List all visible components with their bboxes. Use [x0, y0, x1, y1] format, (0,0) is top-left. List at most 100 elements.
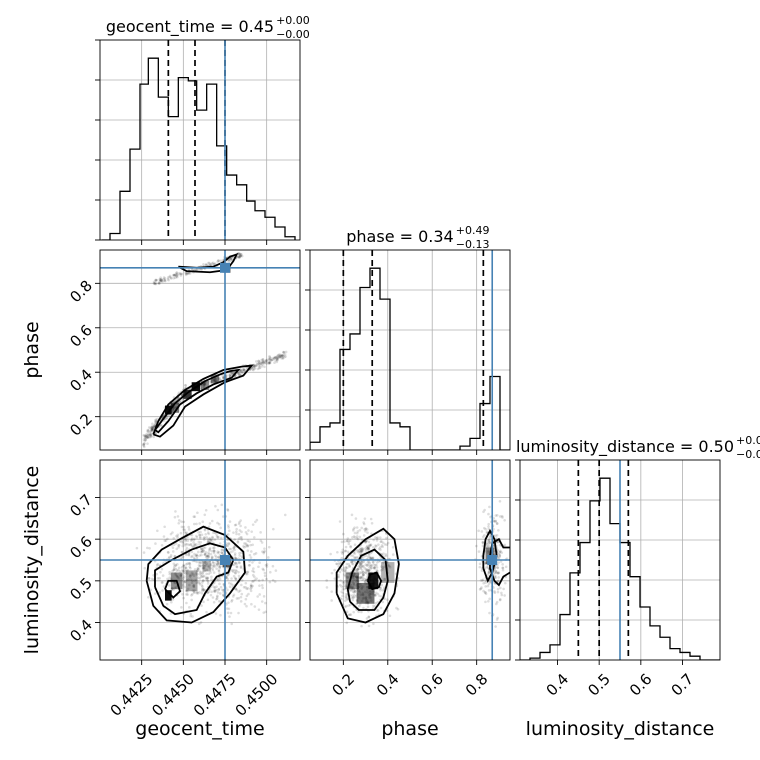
sample-point	[174, 586, 178, 589]
sample-point	[148, 433, 152, 437]
sample-point	[216, 260, 219, 263]
sample-point	[159, 423, 163, 427]
sample-point	[207, 590, 211, 594]
sample-point	[242, 545, 245, 548]
sample-point	[172, 543, 176, 547]
sample-point	[186, 587, 190, 591]
sample-point	[239, 565, 243, 568]
sample-point	[192, 522, 196, 526]
sample-point	[237, 255, 240, 259]
sample-point	[381, 545, 384, 549]
sample-point	[358, 565, 362, 569]
sample-point	[231, 550, 234, 553]
sample-point	[233, 561, 237, 565]
sample-point	[201, 520, 205, 524]
sample-point	[356, 580, 360, 583]
sample-point	[360, 561, 364, 564]
sample-point	[342, 567, 346, 570]
sample-point	[383, 597, 387, 601]
sample-point	[150, 426, 153, 429]
sample-point	[217, 555, 220, 559]
sample-point	[352, 578, 356, 581]
sample-point	[357, 565, 360, 568]
sample-point	[249, 583, 253, 587]
sample-point	[349, 583, 352, 587]
title-sup: +0.00	[276, 14, 310, 27]
sample-point	[351, 529, 355, 532]
sample-point	[213, 589, 217, 592]
sample-point	[148, 433, 151, 437]
sample-point	[215, 532, 218, 536]
sample-point	[366, 569, 369, 573]
sample-point	[165, 416, 168, 420]
sample-point	[356, 577, 359, 580]
sample-point	[226, 509, 230, 512]
sample-point	[189, 543, 192, 547]
sample-point	[374, 602, 378, 605]
sample-point	[258, 366, 262, 370]
sample-point	[276, 357, 279, 361]
sample-point	[178, 271, 181, 275]
sample-point	[169, 612, 173, 615]
sample-point	[367, 547, 371, 551]
sample-point	[193, 537, 196, 541]
sample-point	[238, 253, 241, 256]
sample-point	[243, 368, 246, 372]
sample-point	[362, 534, 366, 537]
sample-point	[177, 543, 181, 547]
sample-point	[174, 273, 178, 276]
sample-point	[210, 578, 213, 581]
sample-point	[495, 533, 499, 537]
sample-point	[257, 362, 261, 365]
sample-point	[367, 568, 371, 572]
sample-point	[375, 609, 379, 612]
sample-point	[282, 354, 286, 357]
sample-point	[487, 571, 491, 575]
sample-point	[210, 556, 214, 559]
sample-point	[203, 527, 207, 531]
sample-point	[250, 584, 253, 588]
sample-point	[251, 584, 254, 588]
y-tick-label: 0.4	[66, 366, 96, 396]
sample-point	[360, 564, 364, 568]
sample-point	[279, 353, 283, 357]
sample-point	[353, 560, 357, 563]
sample-point	[202, 574, 206, 578]
sample-point	[185, 578, 189, 582]
sample-point	[371, 560, 375, 564]
sample-point	[368, 566, 371, 569]
sample-point	[203, 383, 206, 386]
sample-point	[268, 580, 272, 584]
sample-point	[481, 544, 485, 548]
sample-point	[179, 400, 182, 404]
sample-point	[147, 576, 151, 580]
sample-point	[159, 280, 163, 283]
sample-point	[150, 429, 154, 432]
hist-content	[520, 460, 720, 660]
sample-point	[216, 521, 219, 525]
sample-point	[246, 544, 250, 548]
sample-point	[356, 576, 360, 580]
sample-point	[343, 587, 346, 591]
sample-point	[494, 625, 497, 628]
sample-point	[240, 555, 244, 558]
sample-point	[497, 576, 500, 579]
sample-point	[192, 585, 196, 589]
sample-point	[143, 442, 146, 445]
sample-point	[155, 278, 159, 282]
sample-point	[201, 588, 204, 591]
sample-point	[340, 550, 344, 554]
sample-point	[338, 520, 342, 523]
sample-point	[209, 381, 213, 384]
sample-point	[276, 356, 280, 360]
y-axis-label-luminosity_distance: luminosity_distance	[21, 466, 43, 655]
sample-point	[249, 543, 252, 547]
sample-point	[181, 592, 184, 596]
sample-point	[273, 361, 276, 365]
sample-point	[358, 535, 362, 539]
sample-point	[203, 383, 206, 386]
sample-point	[232, 531, 235, 534]
sample-point	[205, 572, 208, 576]
sample-point	[187, 606, 191, 609]
sample-point	[213, 262, 217, 265]
